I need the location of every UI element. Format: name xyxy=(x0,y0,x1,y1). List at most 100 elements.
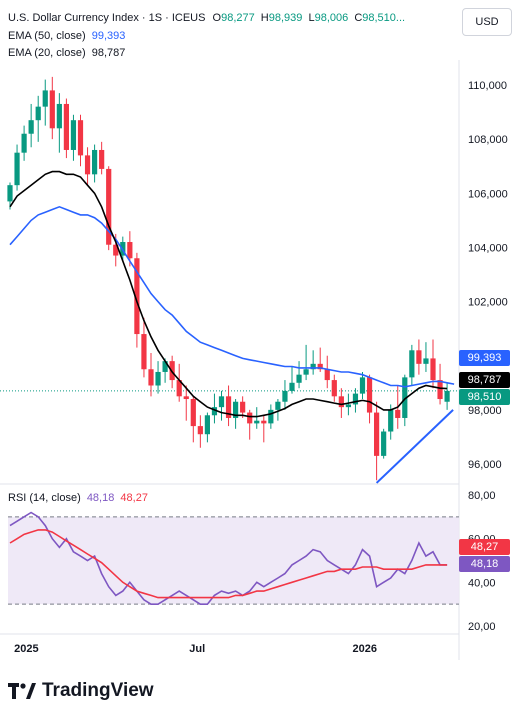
high-label: H xyxy=(260,12,269,24)
candle-body xyxy=(324,369,330,381)
candle-body xyxy=(127,242,133,259)
ema20-line xyxy=(9,170,448,418)
candle-body xyxy=(211,407,218,416)
candle-body xyxy=(374,412,380,456)
rsi-ma-tag: 48,27 xyxy=(459,539,510,555)
candle-body xyxy=(261,420,267,424)
candle-body xyxy=(176,380,182,397)
candle-body xyxy=(113,244,119,256)
rsi-legend[interactable]: RSI (14, close) 48,18 48,27 xyxy=(8,492,148,504)
ema50-price-tag: 99,393 xyxy=(459,350,510,366)
candle-body xyxy=(141,334,147,370)
brand-name: TradingView xyxy=(42,680,154,701)
candle-body xyxy=(282,390,288,402)
tradingview-logo-icon xyxy=(8,683,36,699)
candle-body xyxy=(275,401,281,410)
candle-body xyxy=(155,371,161,386)
candle-body xyxy=(388,409,394,432)
low-label: L xyxy=(308,12,315,24)
time-axis-label: 2026 xyxy=(353,643,377,655)
candle-body xyxy=(444,390,450,402)
candle-body xyxy=(430,358,436,381)
candle-body xyxy=(416,350,422,364)
candle-body xyxy=(240,401,246,413)
rsi-ma-line xyxy=(9,529,448,599)
price-tick-label: 106,000 xyxy=(468,188,508,200)
candle-body xyxy=(289,382,295,391)
rsi-tick-label: 80,00 xyxy=(468,490,496,502)
high-value: 98,939 xyxy=(268,12,303,24)
ema20-legend[interactable]: EMA (20, close) 98,787 xyxy=(8,47,125,59)
candle-body xyxy=(352,393,359,405)
candle-body xyxy=(437,380,443,400)
candle-body xyxy=(21,133,27,153)
close-label: C xyxy=(354,12,363,24)
ema50-legend[interactable]: EMA (50, close) 99,393 xyxy=(8,30,125,42)
time-axis-label: Jul xyxy=(189,643,205,655)
candle-body xyxy=(338,396,344,408)
candle-body xyxy=(296,374,302,383)
candle-body xyxy=(190,399,196,427)
price-tick-label: 108,000 xyxy=(468,134,508,146)
candle-body xyxy=(56,103,62,129)
candle-body xyxy=(77,120,84,156)
candle-body xyxy=(381,431,387,456)
candle-body xyxy=(99,149,105,169)
candle-body xyxy=(402,377,408,418)
candle-body xyxy=(303,369,309,375)
candle-body xyxy=(268,409,274,424)
time-axis-label: 2025 xyxy=(14,643,38,655)
last-price-tag: 98,510 xyxy=(459,389,510,405)
candle-body xyxy=(197,426,203,435)
price-tick-label: 102,000 xyxy=(468,297,508,309)
candle-body xyxy=(63,103,69,150)
candle-body xyxy=(148,369,154,386)
candle-body xyxy=(423,358,429,364)
candle-body xyxy=(359,377,366,394)
candle-body xyxy=(28,120,34,134)
candle-body xyxy=(317,363,323,370)
tradingview-logo[interactable]: TradingView xyxy=(8,680,154,702)
rsi-tick-label: 40,00 xyxy=(468,577,496,589)
candle-body xyxy=(49,90,55,129)
ema20-label: EMA (20, close) xyxy=(8,47,86,59)
candle-body xyxy=(366,377,373,413)
candle-body xyxy=(92,149,98,175)
rsi-label: RSI (14, close) xyxy=(8,492,81,504)
price-tick-label: 110,000 xyxy=(468,80,507,92)
open-value: 98,277 xyxy=(221,12,255,24)
price-tick-label: 104,000 xyxy=(468,242,508,254)
candle-body xyxy=(254,420,260,424)
currency-button[interactable]: USD xyxy=(462,8,512,36)
ema50-value: 99,393 xyxy=(91,30,126,42)
ema20-price-tag: 98,787 xyxy=(459,372,510,388)
symbol-legend[interactable]: U.S. Dollar Currency Index · 1S · ICEUS … xyxy=(8,12,405,24)
rsi-tick-label: 20,00 xyxy=(468,621,496,633)
ema20-value: 98,787 xyxy=(91,47,126,59)
ema50-label: EMA (50, close) xyxy=(8,30,86,42)
candle-body xyxy=(247,412,253,424)
candle-body xyxy=(204,415,210,435)
candle-body xyxy=(7,185,13,202)
close-value: 98,510... xyxy=(362,12,406,24)
low-value: 98,006 xyxy=(314,12,349,24)
candle-body xyxy=(225,396,232,418)
trend-line[interactable] xyxy=(375,409,454,484)
rsi-value: 48,18 xyxy=(86,492,115,504)
price-tick-label: 98,000 xyxy=(468,405,502,417)
candle-body xyxy=(310,363,316,370)
open-label: O xyxy=(212,12,222,24)
symbol-title: U.S. Dollar Currency Index · 1S · ICEUS xyxy=(8,12,206,24)
rsi-line xyxy=(9,511,448,605)
candle-body xyxy=(35,106,41,121)
candle-body xyxy=(42,90,48,107)
candle-body xyxy=(84,155,91,175)
candle-body xyxy=(395,409,401,418)
candle-body xyxy=(134,258,140,335)
candle-body xyxy=(162,361,168,372)
rsi-band xyxy=(8,516,459,605)
rsi-value-tag: 48,18 xyxy=(459,556,510,572)
candle-body xyxy=(218,396,225,408)
